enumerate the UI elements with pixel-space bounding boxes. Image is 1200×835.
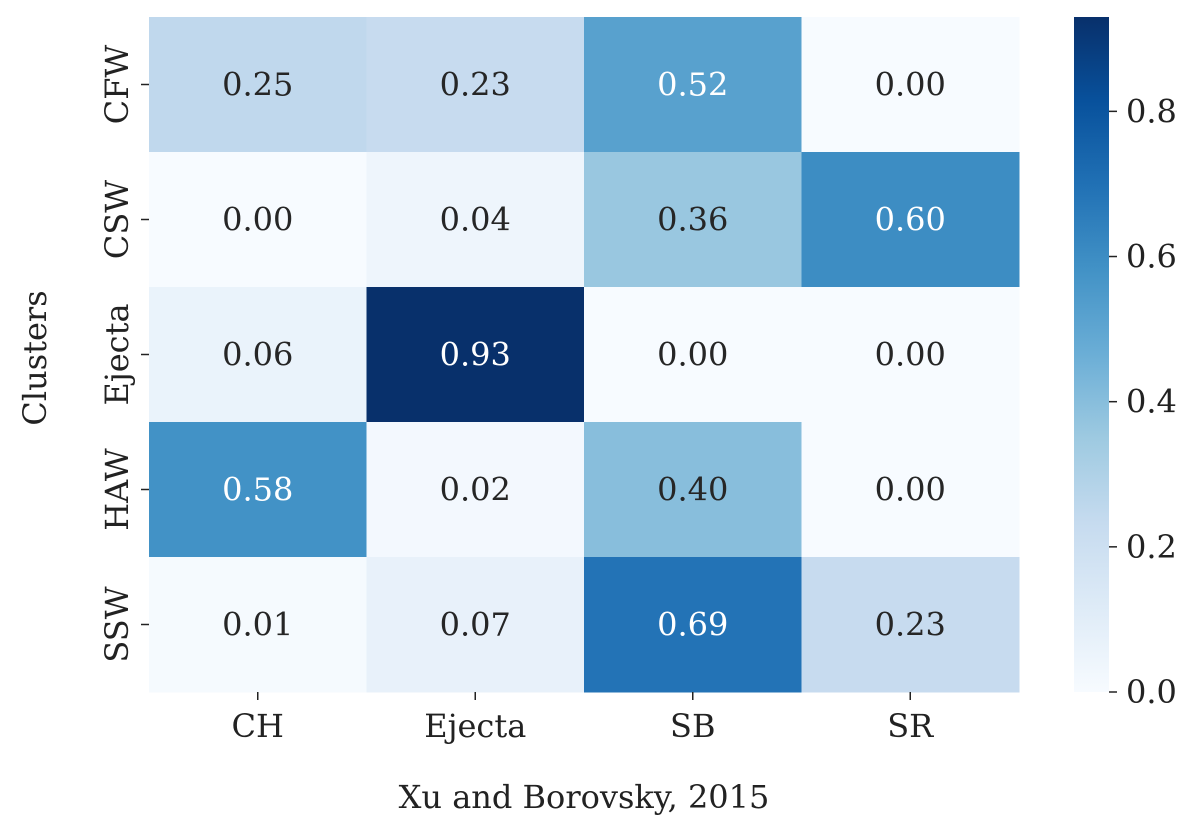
heatmap-cell-cfw-sb xyxy=(584,17,802,153)
cell-value-label: 0.00 xyxy=(875,66,946,104)
x-axis-ticks: CH Ejecta SB SR xyxy=(232,692,934,745)
cell-value-label: 0.23 xyxy=(440,66,511,104)
colorbar-tick-label: 0.0 xyxy=(1126,673,1177,711)
cell-value-label: 0.36 xyxy=(657,201,728,239)
heatmap-cell-ejecta-sb xyxy=(584,287,802,423)
cell-value-label: 0.00 xyxy=(657,336,728,374)
heatmap-cell-ssw-sb xyxy=(584,557,802,693)
cell-value-label: 0.06 xyxy=(222,336,293,374)
heatmap-cell-csw-ch xyxy=(149,152,367,288)
cell-value-label: 0.69 xyxy=(657,606,728,644)
x-tick-label: CH xyxy=(232,707,284,745)
cell-value-label: 0.00 xyxy=(875,471,946,509)
heatmap-cell-cfw-ch xyxy=(149,17,367,153)
cell-value-label: 0.60 xyxy=(875,201,946,239)
y-axis-label: Clusters xyxy=(16,290,54,425)
colorbar xyxy=(1074,17,1109,692)
cell-value-label: 0.00 xyxy=(222,201,293,239)
y-tick-label: SSW xyxy=(98,586,136,662)
heatmap-cells: 0.25 0.23 0.52 0.00 0.00 0.04 0.36 0.60 0.06 0.93… xyxy=(149,17,1020,693)
y-tick-label: Ejecta xyxy=(98,303,136,405)
colorbar-ticks: 0.0 0.2 0.4 0.6 0.8 xyxy=(1109,92,1177,711)
heatmap-cell-haw-ch xyxy=(149,422,367,558)
cell-value-label: 0.04 xyxy=(440,201,511,239)
y-tick-label: HAW xyxy=(98,448,136,531)
cell-value-label: 0.01 xyxy=(222,606,293,644)
cell-value-label: 0.00 xyxy=(875,336,946,374)
heatmap-cell-ejecta-sr xyxy=(801,287,1020,423)
heatmap-cell-ejecta-ch xyxy=(149,287,367,423)
colorbar-tick-label: 0.8 xyxy=(1126,92,1177,130)
heatmap-cell-ejecta-ejecta xyxy=(366,287,585,423)
heatmap-cell-ssw-ch xyxy=(149,557,367,693)
heatmap-cell-ssw-sr xyxy=(801,557,1020,693)
cell-value-label: 0.07 xyxy=(440,606,511,644)
colorbar-tick-label: 0.6 xyxy=(1126,238,1177,276)
heatmap-cell-haw-sb xyxy=(584,422,802,558)
y-axis-ticks: CFW CSW Ejecta HAW SSW xyxy=(98,45,149,663)
cell-value-label: 0.40 xyxy=(657,471,728,509)
cell-value-label: 0.52 xyxy=(657,66,728,104)
x-tick-label: SB xyxy=(670,707,715,745)
cell-value-label: 0.23 xyxy=(875,606,946,644)
cell-value-label: 0.93 xyxy=(440,336,511,374)
cell-value-label: 0.02 xyxy=(440,471,511,509)
y-tick-label: CFW xyxy=(98,45,136,125)
x-axis-label: Xu and Borovsky, 2015 xyxy=(399,778,770,816)
colorbar-tick-label: 0.2 xyxy=(1126,528,1177,566)
heatmap-cell-csw-sb xyxy=(584,152,802,288)
y-tick-label: CSW xyxy=(98,180,136,259)
heatmap-cell-csw-sr xyxy=(801,152,1020,288)
x-tick-label: SR xyxy=(887,707,934,745)
heatmap-cell-csw-ejecta xyxy=(366,152,585,288)
heatmap-cell-haw-ejecta xyxy=(366,422,585,558)
heatmap-cell-cfw-ejecta xyxy=(366,17,585,153)
heatmap-cell-cfw-sr xyxy=(801,17,1020,153)
heatmap-cell-ssw-ejecta xyxy=(366,557,585,693)
x-tick-label: Ejecta xyxy=(424,707,526,745)
cell-value-label: 0.58 xyxy=(222,471,293,509)
colorbar-gradient xyxy=(1074,17,1109,692)
colorbar-tick-label: 0.4 xyxy=(1126,383,1177,421)
heatmap-cell-haw-sr xyxy=(801,422,1020,558)
cell-value-label: 0.25 xyxy=(222,66,293,104)
